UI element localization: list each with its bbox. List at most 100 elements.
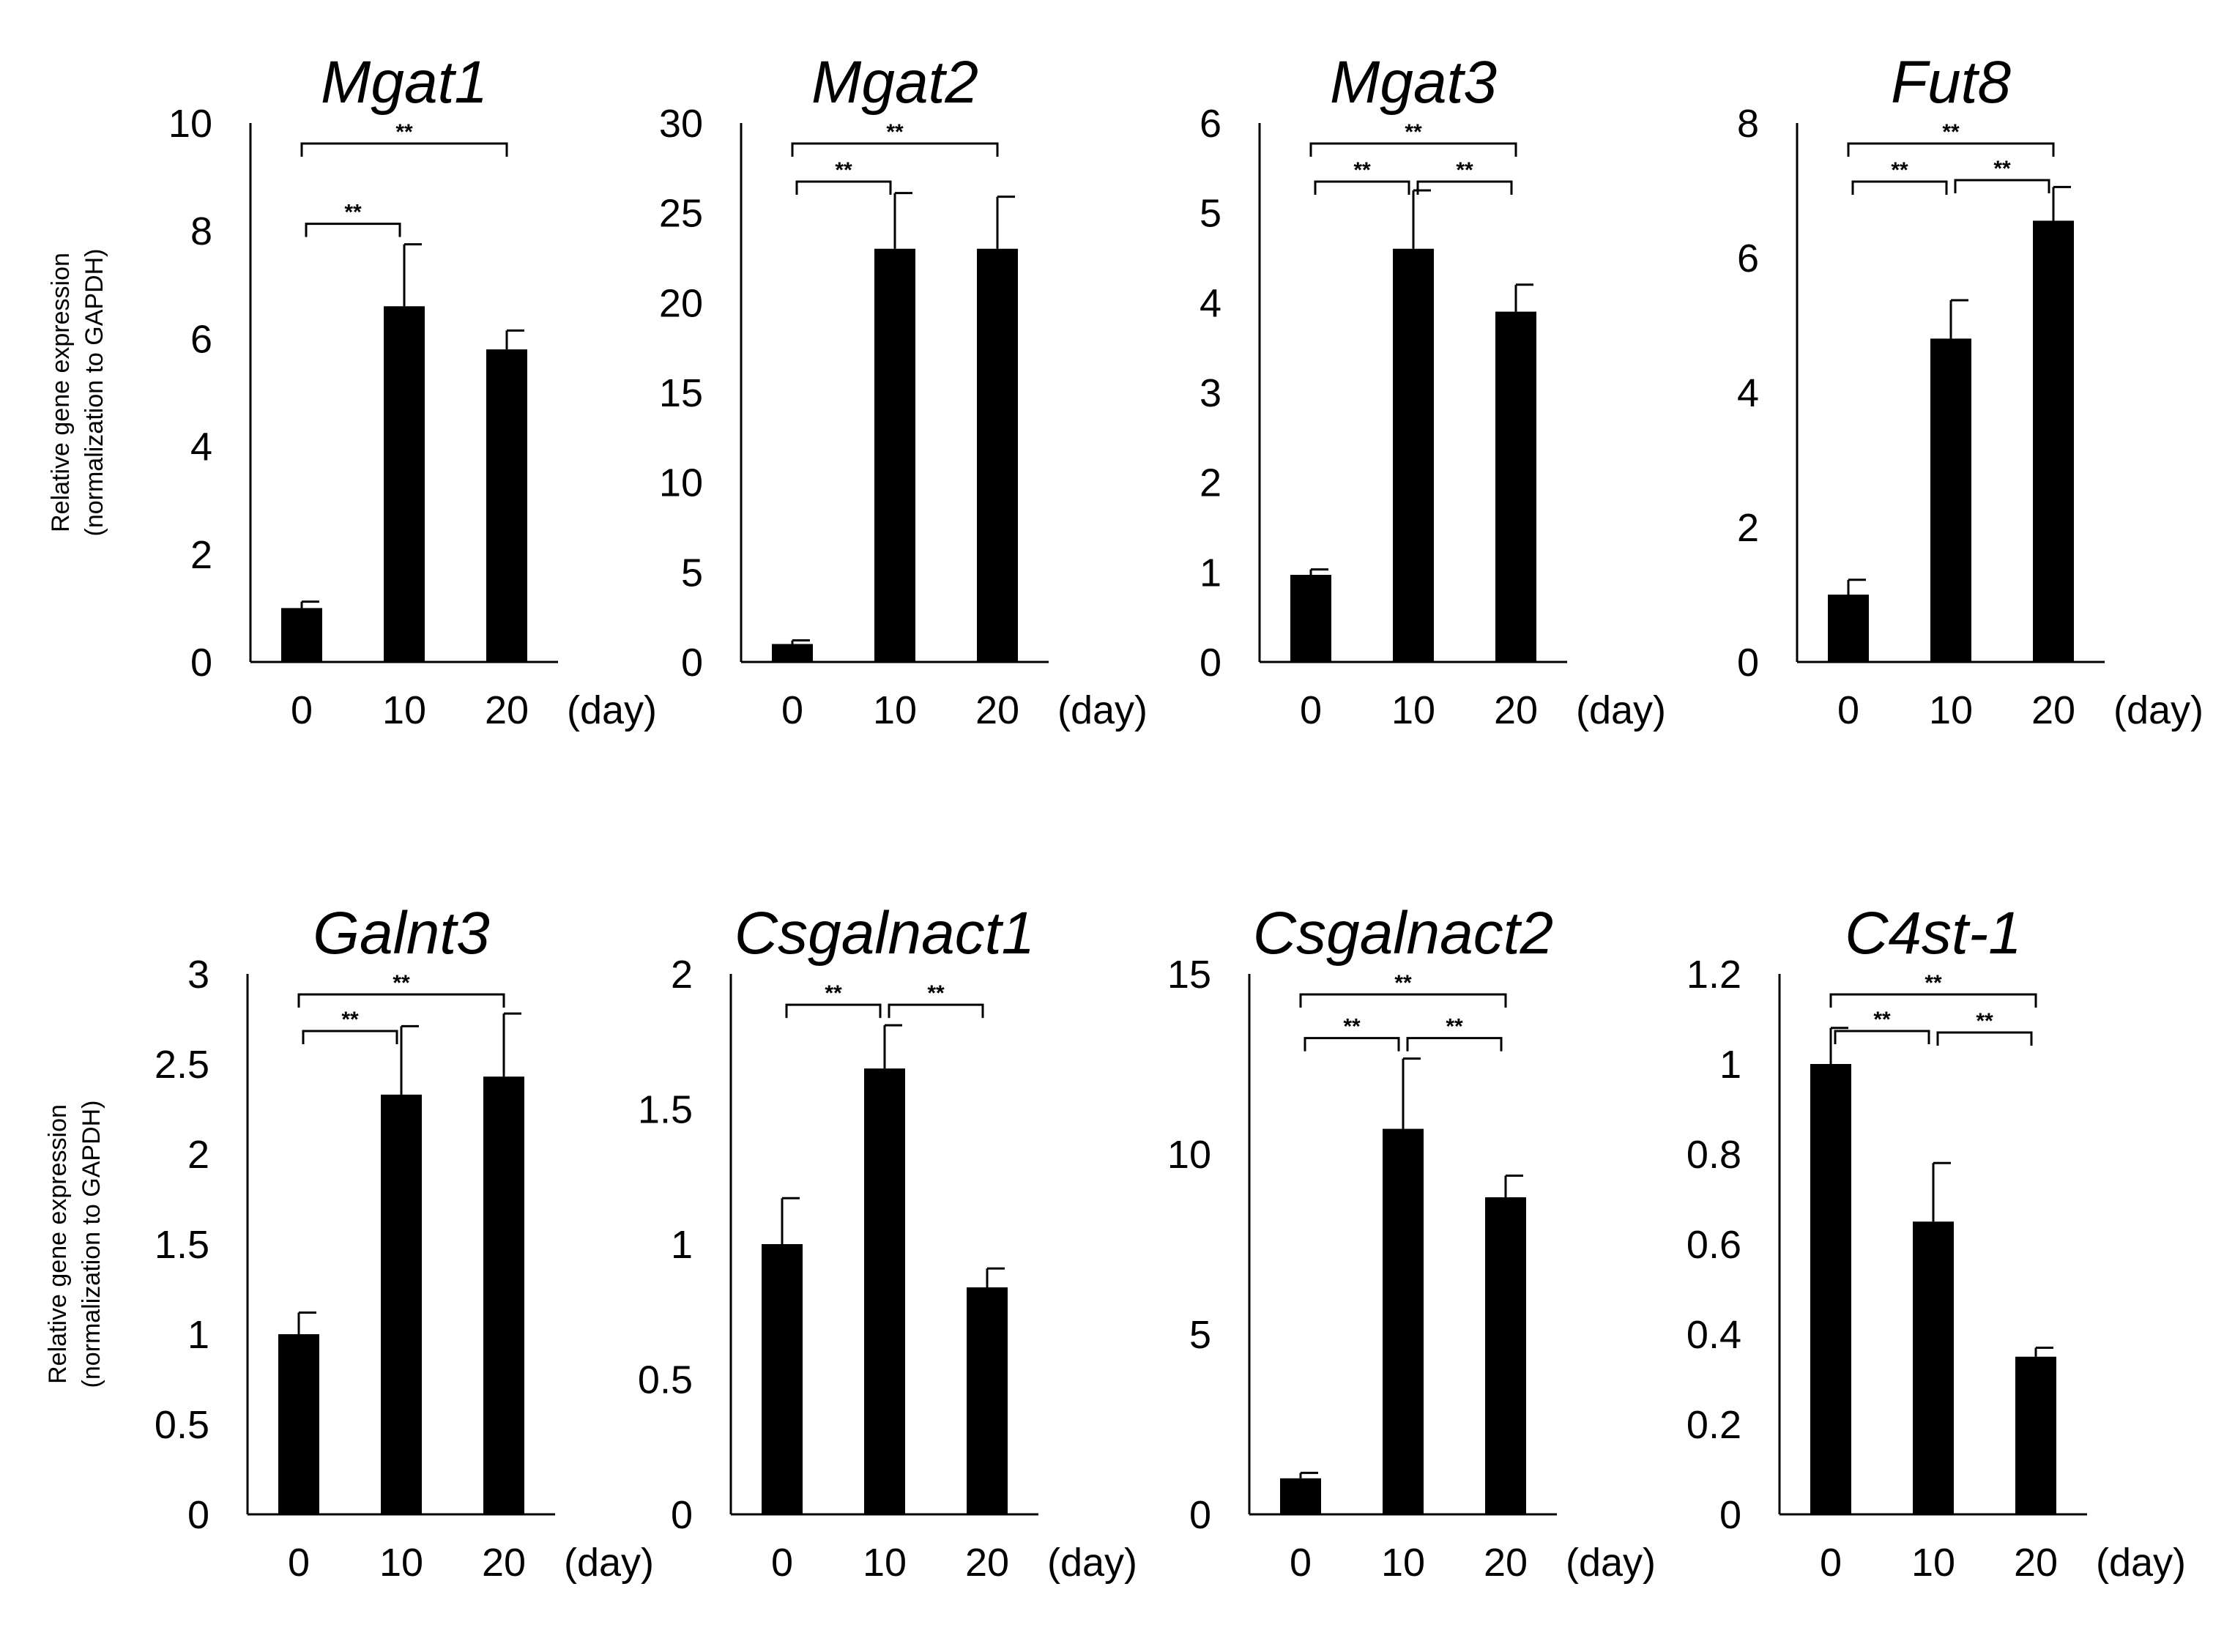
y-tick-label: 2 <box>1737 506 1759 550</box>
bar <box>864 1068 905 1514</box>
y-axis-label: Relative gene expression <box>44 1104 72 1384</box>
chart-title: Csgalnact2 <box>1253 900 1553 967</box>
significance-bracket <box>1936 1031 2033 1046</box>
significance-label: ** <box>344 201 362 225</box>
x-tick-label: 20 <box>482 1541 526 1585</box>
y-tick-label: 0 <box>190 641 212 685</box>
bar <box>1810 1064 1851 1514</box>
significance-label: ** <box>1993 157 2011 181</box>
significance-bracket <box>302 1030 398 1044</box>
x-tick-label: 0 <box>1300 688 1322 732</box>
significance-bracket <box>1299 993 1507 1008</box>
chart-panel-7: Csgalnact2 0 5 10 15 0 10 20 (day) ** ** ** <box>1167 900 1656 1585</box>
x-tick-label: 0 <box>291 688 313 732</box>
significance-label: ** <box>1976 1009 1993 1033</box>
significance-label: ** <box>1942 120 1960 144</box>
y-tick-label: 30 <box>659 102 703 146</box>
y-tick-label: 6 <box>190 317 212 361</box>
y-axis-label: (normalization to GAPDH) <box>78 1100 105 1388</box>
bar <box>1930 338 1971 662</box>
y-tick-label: 5 <box>1189 1313 1211 1357</box>
y-tick-label: 1.5 <box>638 1088 693 1132</box>
chart-title: Mgat2 <box>811 49 978 116</box>
x-unit-label: (day) <box>2096 1541 2186 1585</box>
bar <box>874 248 915 662</box>
bar <box>1290 575 1331 662</box>
significance-bracket <box>791 142 999 157</box>
significance-label: ** <box>393 971 410 995</box>
x-tick-label: 20 <box>2031 688 2075 732</box>
bar <box>1280 1478 1321 1514</box>
y-tick-label: 1 <box>187 1313 209 1357</box>
bar <box>281 608 322 662</box>
x-tick-label: 10 <box>1911 1541 1955 1585</box>
bar <box>483 1076 524 1514</box>
bar <box>381 1094 422 1514</box>
y-tick-label: 0.8 <box>1687 1133 1741 1177</box>
y-axis-label: Relative gene expression <box>47 253 75 532</box>
x-tick-label: 20 <box>965 1541 1009 1585</box>
x-unit-label: (day) <box>567 688 657 732</box>
significance-label: ** <box>1456 158 1473 182</box>
x-tick-label: 10 <box>1381 1541 1425 1585</box>
bar <box>2015 1356 2056 1514</box>
bar <box>384 306 425 662</box>
x-unit-label: (day) <box>1047 1541 1137 1585</box>
significance-bracket <box>795 180 892 195</box>
bar <box>1495 311 1536 662</box>
bar <box>2033 220 2074 662</box>
y-tick-label: 5 <box>1200 192 1221 236</box>
y-tick-label: 1 <box>1719 1043 1741 1087</box>
y-tick-label: 0.5 <box>638 1358 693 1402</box>
significance-label: ** <box>395 120 413 144</box>
significance-bracket <box>1406 1037 1503 1052</box>
chart-panel-2: Mgat2 0 5 10 15 20 25 30 0 10 20 (day) ** ** <box>659 49 1148 732</box>
x-unit-label: (day) <box>1057 688 1148 732</box>
significance-label: ** <box>341 1008 359 1032</box>
y-tick-label: 10 <box>1167 1133 1211 1177</box>
y-tick-label: 15 <box>659 371 703 415</box>
bar <box>1913 1221 1954 1514</box>
y-axis-label: (normalization to GAPDH) <box>81 248 108 536</box>
y-tick-label: 0.4 <box>1687 1313 1741 1357</box>
significance-bracket <box>785 1003 882 1019</box>
y-tick-label: 3 <box>1200 371 1221 415</box>
x-tick-label: 10 <box>382 688 426 732</box>
y-tick-label: 1.2 <box>1687 953 1741 997</box>
x-tick-label: 20 <box>1484 1541 1528 1585</box>
significance-bracket <box>1314 180 1410 195</box>
chart-title: C4st-1 <box>1845 900 2022 967</box>
significance-label: ** <box>1891 158 1908 182</box>
x-tick-label: 0 <box>1290 1541 1312 1585</box>
y-tick-label: 0 <box>1737 641 1759 685</box>
y-tick-label: 0 <box>671 1493 693 1537</box>
y-tick-label: 0 <box>1189 1493 1211 1537</box>
y-tick-label: 8 <box>1737 102 1759 146</box>
significance-bracket <box>300 142 508 157</box>
chart-title: Csgalnact1 <box>735 900 1035 967</box>
y-tick-label: 4 <box>190 425 212 469</box>
y-tick-label: 0 <box>1719 1493 1741 1537</box>
significance-bracket <box>1829 993 2037 1008</box>
significance-bracket <box>1954 179 2050 193</box>
significance-bracket <box>1847 142 2055 157</box>
significance-bracket <box>297 993 505 1008</box>
y-tick-label: 0.5 <box>155 1403 209 1447</box>
x-tick-label: 10 <box>379 1541 423 1585</box>
y-tick-label: 0.2 <box>1687 1403 1741 1447</box>
x-tick-label: 20 <box>2014 1541 2058 1585</box>
x-tick-label: 10 <box>1929 688 1973 732</box>
y-tick-label: 0 <box>187 1493 209 1537</box>
x-tick-label: 0 <box>771 1541 793 1585</box>
significance-label: ** <box>927 981 945 1005</box>
x-tick-label: 20 <box>1494 688 1538 732</box>
significance-label: ** <box>1353 158 1371 182</box>
x-unit-label: (day) <box>1566 1541 1656 1585</box>
significance-label: ** <box>1394 971 1412 995</box>
y-tick-label: 15 <box>1167 953 1211 997</box>
significance-bracket <box>1851 180 1948 195</box>
y-tick-label: 0.6 <box>1687 1223 1741 1267</box>
x-tick-label: 10 <box>873 688 917 732</box>
y-tick-label: 2.5 <box>155 1043 209 1087</box>
